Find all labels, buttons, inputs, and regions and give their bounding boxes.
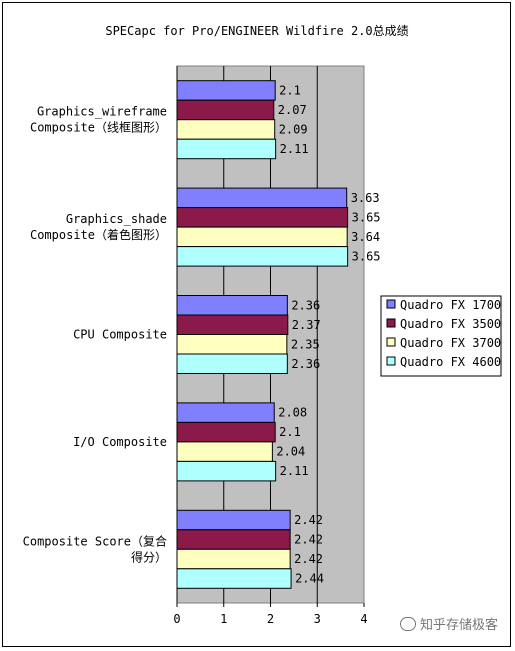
legend-entry: Quadro FX 1700	[400, 298, 501, 312]
bar	[176, 568, 292, 589]
legend	[380, 295, 502, 377]
x-tick-label: 3	[314, 612, 321, 626]
category-label: 得分）	[131, 549, 167, 564]
bar	[176, 314, 289, 335]
data-label: 3.65	[352, 210, 381, 224]
data-label: 2.11	[280, 464, 309, 478]
bar	[176, 529, 291, 550]
bar	[176, 548, 291, 570]
category-label: CPU Composite	[73, 328, 167, 342]
x-tick-label: 2	[267, 612, 274, 626]
bar	[176, 246, 349, 267]
x-tick-label: 0	[173, 612, 180, 626]
data-label: 3.64	[351, 230, 380, 244]
bar	[176, 207, 349, 228]
bar	[176, 460, 277, 482]
data-label: 2.42	[294, 513, 323, 527]
legend-entry: Quadro FX 3500	[400, 317, 501, 331]
data-label: 2.44	[295, 572, 324, 586]
bar	[176, 441, 273, 462]
data-label: 2.36	[291, 298, 320, 312]
bar	[176, 119, 276, 140]
category-label: Composite（线框图形）	[30, 121, 167, 135]
x-tick-label: 1	[220, 612, 227, 626]
category-label: Composite（着色图形）	[30, 227, 167, 242]
bar	[176, 402, 275, 423]
bar	[176, 295, 288, 316]
data-label: 2.36	[291, 357, 320, 371]
bar	[176, 80, 276, 101]
chat-bubble-icon	[400, 616, 416, 631]
data-label: 2.42	[294, 533, 323, 547]
bar	[176, 99, 275, 121]
category-label: I/O Composite	[73, 435, 167, 449]
category-label: Graphics_wireframe	[37, 105, 167, 119]
bar	[176, 334, 288, 355]
data-label: 2.08	[278, 406, 307, 420]
bar	[176, 353, 288, 374]
bar	[176, 187, 348, 209]
category-label: Graphics_shade	[66, 212, 167, 226]
watermark: 知乎存储极客	[400, 614, 498, 633]
legend-swatch	[386, 356, 396, 366]
legend-swatch	[386, 337, 396, 347]
data-label: 2.42	[294, 552, 323, 566]
data-label: 3.63	[351, 191, 380, 205]
legend-swatch	[386, 299, 396, 309]
data-label: 2.07	[278, 103, 307, 117]
data-label: 2.11	[280, 142, 309, 156]
bar	[176, 421, 276, 443]
bar	[176, 138, 277, 160]
legend-swatch	[386, 318, 396, 328]
data-label: 3.65	[352, 249, 381, 263]
data-label: 2.1	[279, 425, 301, 439]
legend-entry: Quadro FX 4600	[400, 355, 501, 369]
category-label: Composite Score（复合	[23, 533, 167, 548]
chart-title: SPECapc for Pro/ENGINEER Wildfire 2.0总成绩	[105, 24, 408, 38]
data-label: 2.1	[279, 83, 301, 97]
watermark-text: 知乎存储极客	[420, 618, 499, 633]
bar	[176, 226, 348, 248]
data-label: 2.09	[279, 122, 308, 136]
data-label: 2.35	[291, 337, 320, 351]
data-label: 2.37	[292, 318, 321, 332]
bar	[176, 509, 291, 531]
x-tick-label: 4	[360, 612, 367, 626]
data-label: 2.04	[276, 445, 305, 459]
legend-entry: Quadro FX 3700	[400, 336, 501, 350]
